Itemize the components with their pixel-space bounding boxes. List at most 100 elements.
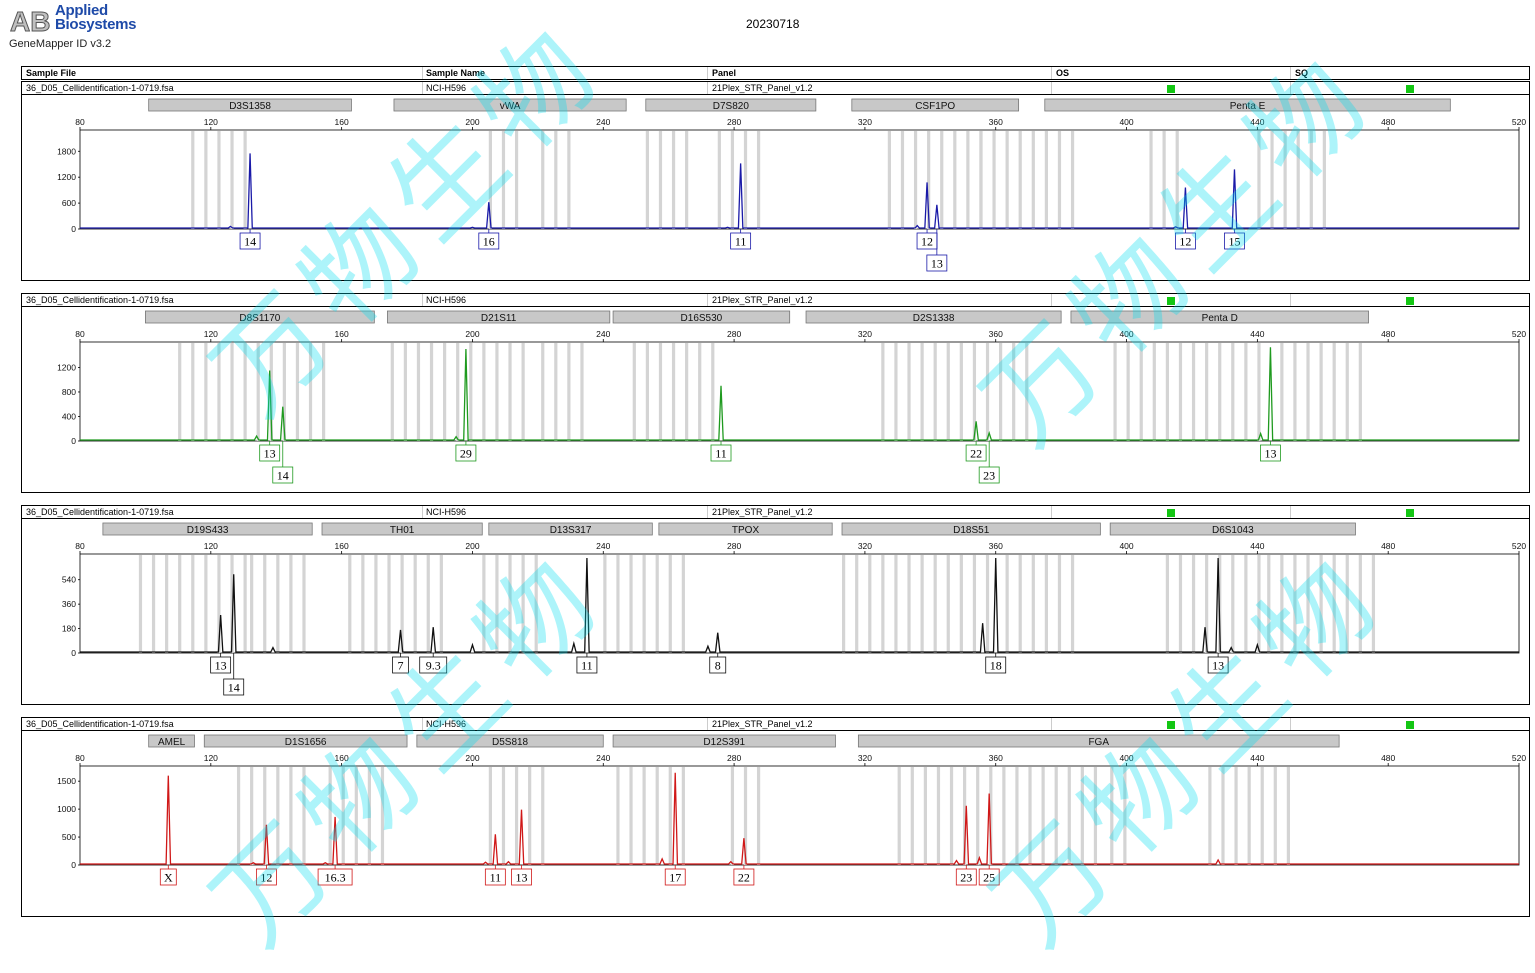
allele-call-box[interactable] — [511, 868, 532, 886]
allele-call-box[interactable] — [1224, 232, 1245, 250]
allele-call[interactable]: 8 — [709, 653, 727, 674]
allele-call-box[interactable] — [455, 444, 477, 462]
allele-call-box[interactable] — [955, 868, 977, 886]
marker-bar-rect[interactable] — [321, 522, 483, 536]
allele-call-box[interactable] — [1260, 444, 1281, 462]
allele-call-box[interactable] — [484, 868, 506, 886]
marker-bar[interactable]: D7S820 — [645, 98, 817, 112]
marker-bar[interactable]: Penta E — [1044, 98, 1451, 112]
marker-bar-rect[interactable] — [1109, 522, 1356, 536]
allele-call[interactable]: 29 — [455, 441, 477, 462]
marker-bar-rect[interactable] — [612, 310, 791, 324]
marker-bar[interactable]: D13S317 — [488, 522, 653, 536]
allele-call-box[interactable] — [985, 656, 1007, 674]
allele-call-box[interactable] — [223, 678, 245, 696]
allele-call-box[interactable] — [159, 868, 177, 886]
allele-call[interactable]: 16.3 — [317, 865, 353, 886]
allele-call-box[interactable] — [733, 868, 755, 886]
allele-call-box[interactable] — [710, 444, 732, 462]
marker-bar[interactable]: TH01 — [321, 522, 483, 536]
marker-bar-rect[interactable] — [102, 522, 313, 536]
marker-bar-rect[interactable] — [393, 98, 627, 112]
allele-call[interactable]: 15 — [1224, 229, 1245, 250]
marker-bar-rect[interactable] — [841, 522, 1101, 536]
marker-bar[interactable]: D12S391 — [612, 734, 836, 748]
marker-bar[interactable]: D21S11 — [387, 310, 611, 324]
marker-bar-rect[interactable] — [805, 310, 1062, 324]
allele-call-box[interactable] — [256, 868, 277, 886]
allele-call-box[interactable] — [259, 444, 281, 462]
allele-call-box[interactable] — [1175, 232, 1196, 250]
allele-call[interactable]: 13 — [259, 441, 281, 462]
marker-bar-rect[interactable] — [387, 310, 611, 324]
allele-call-box[interactable] — [965, 444, 987, 462]
allele-call[interactable]: 22 — [965, 441, 987, 462]
allele-call[interactable]: 11 — [484, 865, 506, 886]
marker-bar-rect[interactable] — [851, 98, 1020, 112]
marker-bar-rect[interactable] — [488, 522, 653, 536]
allele-call[interactable]: 12 — [916, 229, 938, 250]
allele-call[interactable]: 14 — [272, 441, 294, 484]
allele-call-box[interactable] — [210, 656, 232, 674]
allele-call-box[interactable] — [709, 656, 727, 674]
marker-bar[interactable]: D2S1338 — [805, 310, 1062, 324]
marker-bar-rect[interactable] — [203, 734, 408, 748]
marker-bar[interactable]: D3S1358 — [148, 98, 352, 112]
marker-bar[interactable]: D8S1170 — [145, 310, 375, 324]
allele-call-box[interactable] — [317, 868, 353, 886]
marker-bar-rect[interactable] — [658, 522, 833, 536]
allele-call[interactable]: 23 — [978, 441, 1000, 484]
marker-bar[interactable]: D18S51 — [841, 522, 1101, 536]
marker-bar-rect[interactable] — [145, 310, 375, 324]
allele-call[interactable]: 13 — [926, 229, 948, 272]
allele-call[interactable]: 12 — [256, 865, 277, 886]
marker-bar[interactable]: FGA — [857, 734, 1340, 748]
allele-call-box[interactable] — [239, 232, 261, 250]
allele-call[interactable]: 17 — [664, 865, 686, 886]
allele-call[interactable]: 9.3 — [419, 653, 448, 674]
marker-bar[interactable]: vWA — [393, 98, 627, 112]
marker-bar-rect[interactable] — [1044, 98, 1451, 112]
allele-call-box[interactable] — [419, 656, 448, 674]
marker-bar-rect[interactable] — [148, 734, 195, 748]
allele-call-box[interactable] — [576, 656, 598, 674]
allele-call[interactable]: 22 — [733, 865, 755, 886]
marker-bar-rect[interactable] — [645, 98, 817, 112]
allele-call[interactable]: 14 — [239, 229, 261, 250]
marker-bar-rect[interactable] — [416, 734, 604, 748]
marker-bar[interactable]: CSF1PO — [851, 98, 1020, 112]
allele-call[interactable]: 23 — [955, 865, 977, 886]
marker-bar-rect[interactable] — [148, 98, 352, 112]
allele-call[interactable]: 13 — [210, 653, 232, 674]
marker-bar[interactable]: D1S1656 — [203, 734, 408, 748]
allele-call[interactable]: 25 — [978, 865, 1000, 886]
allele-call[interactable]: 12 — [1175, 229, 1196, 250]
allele-call-box[interactable] — [478, 232, 500, 250]
marker-bar[interactable]: AMEL — [148, 734, 195, 748]
allele-call[interactable]: 13 — [1207, 653, 1229, 674]
allele-call-box[interactable] — [392, 656, 409, 674]
allele-call[interactable]: 7 — [392, 653, 409, 674]
allele-call[interactable]: 13 — [1260, 441, 1281, 462]
allele-call-box[interactable] — [978, 466, 1000, 484]
allele-call-box[interactable] — [730, 232, 752, 250]
allele-call[interactable]: 11 — [576, 653, 598, 674]
allele-call[interactable]: 13 — [511, 865, 532, 886]
marker-bar[interactable]: Penta D — [1070, 310, 1369, 324]
allele-call[interactable]: 11 — [710, 441, 732, 462]
allele-call[interactable]: 14 — [223, 653, 245, 696]
marker-bar[interactable]: TPOX — [658, 522, 833, 536]
marker-bar[interactable]: D5S818 — [416, 734, 604, 748]
allele-call-box[interactable] — [664, 868, 686, 886]
marker-bar-rect[interactable] — [857, 734, 1340, 748]
allele-call-box[interactable] — [272, 466, 294, 484]
allele-call-box[interactable] — [926, 254, 948, 272]
allele-call-box[interactable] — [978, 868, 1000, 886]
allele-call[interactable]: X — [159, 865, 177, 886]
marker-bar[interactable]: D16S530 — [612, 310, 791, 324]
allele-call[interactable]: 18 — [985, 653, 1007, 674]
allele-call[interactable]: 11 — [730, 229, 752, 250]
allele-call[interactable]: 16 — [478, 229, 500, 250]
marker-bar-rect[interactable] — [1070, 310, 1369, 324]
marker-bar[interactable]: D19S433 — [102, 522, 313, 536]
